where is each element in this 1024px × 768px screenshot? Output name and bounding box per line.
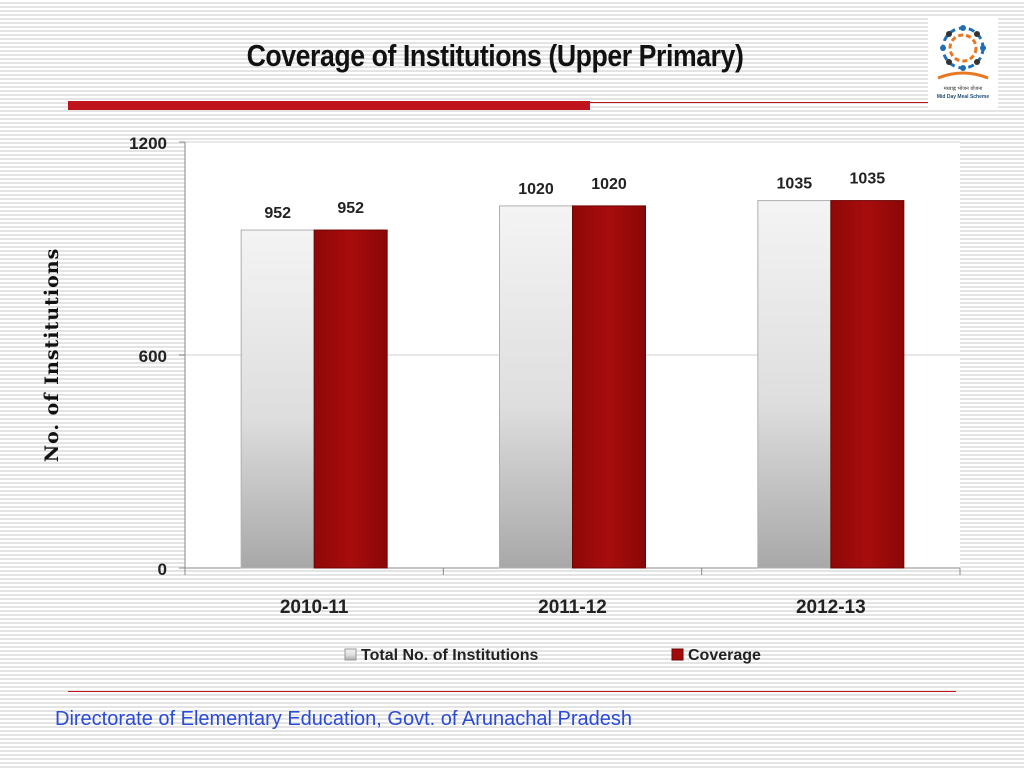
data-label: 1035 (850, 171, 886, 188)
legend-label: Coverage (688, 647, 761, 664)
slide-title: Coverage of Institutions (Upper Primary) (246, 38, 744, 73)
x-category-label: 2011-12 (538, 597, 607, 618)
x-category-label: 2010-11 (280, 597, 349, 618)
y-tick-label: 0 (158, 560, 167, 579)
mid-day-meal-logo-icon (937, 25, 989, 80)
title-underline-bar (68, 101, 590, 110)
title-underline-thin (590, 102, 956, 103)
y-tick-label: 600 (139, 347, 167, 366)
logo-hindi-text: मध्याह्न भोजन योजना (943, 86, 983, 92)
bar-coverage (830, 200, 905, 569)
y-axis-title: No. of Institutions (41, 248, 63, 463)
footer-text: Directorate of Elementary Education, Gov… (55, 708, 632, 730)
data-label: 1020 (591, 176, 627, 193)
bar-coverage (313, 229, 388, 569)
y-tick-label: 1200 (129, 134, 167, 153)
footer-divider (68, 691, 956, 692)
bar-coverage (572, 205, 646, 569)
legend-label: Total No. of Institutions (361, 647, 539, 664)
bar-total-institutions (499, 205, 573, 569)
x-category-label: 2012-13 (796, 597, 866, 618)
mid-day-meal-logo: मध्याह्न भोजन योजना Mid Day Meal Scheme (928, 18, 998, 108)
data-label: 952 (264, 205, 291, 222)
bar-total-institutions (240, 229, 315, 569)
legend-swatch (344, 648, 357, 661)
legend-swatch (671, 648, 684, 661)
data-label: 1035 (777, 176, 813, 193)
data-label: 1020 (518, 181, 554, 198)
logo-english-text: Mid Day Meal Scheme (936, 94, 990, 100)
bar-total-institutions (757, 200, 832, 569)
bar-chart: 0 600 1200 No. of Institutions 2010-11 952 952… (41, 134, 961, 664)
data-label: 952 (337, 200, 364, 217)
